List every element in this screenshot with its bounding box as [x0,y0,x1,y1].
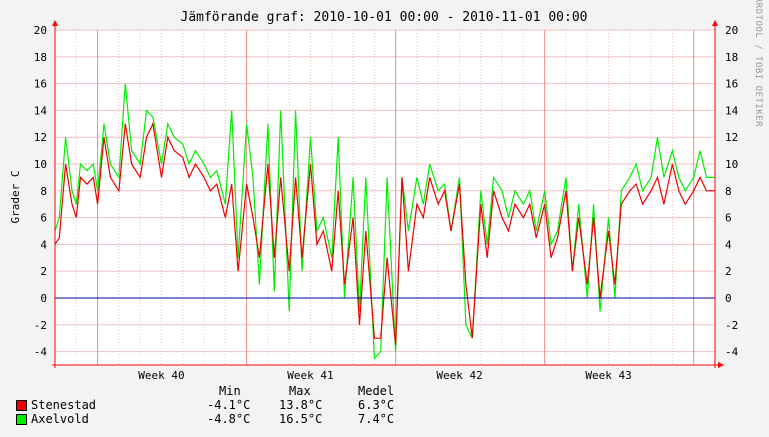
legend-max-axelvold: 16.5°C [279,412,323,426]
y-tick-label-right: -4 [725,346,739,359]
legend-min-axelvold: -4.8°C [207,412,251,426]
y-tick-label-right: -2 [725,319,738,332]
legend-max-stenestad: 13.8°C [279,398,323,412]
axes [52,20,724,368]
y-tick-label-right: 12 [725,131,738,144]
y-tick-label-left: 8 [40,185,47,198]
legend-min-stenestad: -4.1°C [207,398,251,412]
y-tick-label-left: 18 [34,51,47,64]
x-tick-label: Week 43 [585,369,631,380]
y-tick-label-right: 0 [725,292,732,305]
y-tick-label-left: 14 [34,104,48,117]
x-tick-label: Week 40 [138,369,184,380]
y-tick-label-right: 2 [725,265,732,278]
y-axis-arrow-left [52,20,58,26]
legend-header-min: Min [219,384,241,398]
legend-header-mean: Medel [358,384,395,398]
y-tick-label-left: 6 [40,212,47,225]
y-tick-label-right: 20 [725,24,738,37]
legend-row-stenestad: Stenestad -4.1°C 13.8°C 6.3°C [0,398,769,413]
series-line-stenestad [54,121,715,345]
y-tick-label-right: 8 [725,185,732,198]
tick-labels: -4 -4 -2 -2 0 0 2 2 4 4 6 6 8 8 10 10 12 12 14 14 16 16 18 18 20… [34,24,739,380]
legend-swatch-stenestad [16,400,27,411]
y-tick-label-left: 12 [34,131,47,144]
series-line-axelvold [54,83,715,360]
y-tick-label-left: -4 [34,346,48,359]
y-axis-label: Grader C [9,171,22,224]
y-axis-arrow-right [712,20,718,26]
x-tick-label: Week 41 [287,369,333,380]
plot-area [55,30,715,365]
x-tick-label: Week 42 [436,369,482,380]
y-tick-label-right: 4 [725,238,732,251]
y-tick-label-right: 18 [725,51,738,64]
y-tick-label-left: 16 [34,78,47,91]
legend-name-axelvold: Axelvold [31,412,89,426]
y-tick-label-left: -2 [34,319,47,332]
y-tick-label-left: 10 [34,158,47,171]
legend-name-stenestad: Stenestad [31,398,97,412]
legend-row-axelvold: Axelvold -4.8°C 16.5°C 7.4°C [0,412,769,427]
y-tick-label-right: 16 [725,78,738,91]
chart-title: Jämförande graf: 2010-10-01 00:00 - 2010… [181,10,588,25]
y-tick-label-left: 2 [40,265,47,278]
x-axis-arrow [718,362,724,368]
legend-mean-stenestad: 6.3°C [358,398,395,412]
chart: Jämförande graf: 2010-10-01 00:00 - 2010… [9,0,763,380]
series-group [54,83,715,360]
y-tick-label-right: 10 [725,158,738,171]
legend: Min Max Medel Stenestad -4.1°C 13.8°C 6.… [0,380,769,437]
y-tick-label-left: 4 [40,238,47,251]
side-credit: RRDTOOL / TOBI OETIKER [753,0,763,127]
y-tick-label-right: 6 [725,212,732,225]
legend-header-max: Max [289,384,311,398]
y-tick-label-right: 14 [725,104,739,117]
legend-mean-axelvold: 7.4°C [358,412,395,426]
legend-swatch-axelvold [16,414,27,425]
grid [54,29,716,365]
y-tick-label-left: 0 [40,292,47,305]
y-tick-label-left: 20 [34,24,47,37]
